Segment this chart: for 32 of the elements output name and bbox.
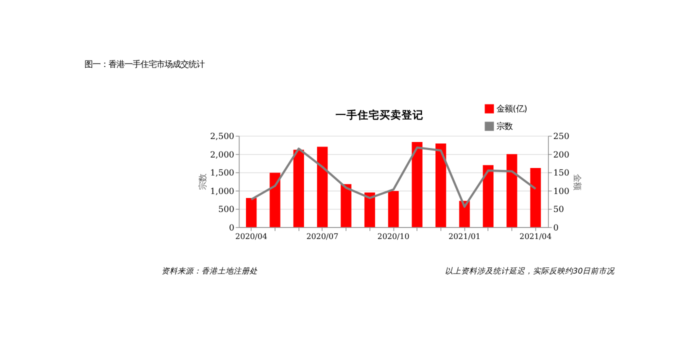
y2-tick-label: 0 [553,222,559,232]
bar [293,150,304,228]
bar [506,154,518,228]
y-tick-label: 500 [218,204,234,214]
y-axis-title: 宗数 [197,174,208,190]
y2-axis-title: 金额 [572,174,582,190]
bar [270,172,280,228]
line-series [250,146,537,208]
bar [340,184,352,228]
y-tick-label: 2,000 [210,149,234,160]
bar [459,200,470,228]
bar [388,191,399,228]
legend-label: 金额(亿) [496,104,528,114]
bar [412,142,422,228]
bar [482,165,494,228]
bar [364,192,376,228]
y-tick-label: 1,000 [210,186,234,196]
y2-tick-label: 200 [553,149,570,160]
y2-tick-label: 150 [553,168,570,178]
bar [435,144,446,228]
legend-label: 宗数 [496,121,513,132]
bar [317,146,328,228]
y-tick-label: 1,500 [210,168,234,178]
y2-tick-label: 100 [553,186,570,196]
text: 图一：香港一手住宅市场成交统计 [84,58,204,69]
y2-tick-label: 250 [553,131,570,142]
chart-subtitle: 一手住宅买卖登记 [335,108,424,122]
bar [246,198,257,228]
y-tick-label: 2,500 [210,131,234,142]
bar [530,168,541,228]
y2-tick-label: 50 [553,204,564,214]
y-tick-label: 0 [228,222,234,232]
